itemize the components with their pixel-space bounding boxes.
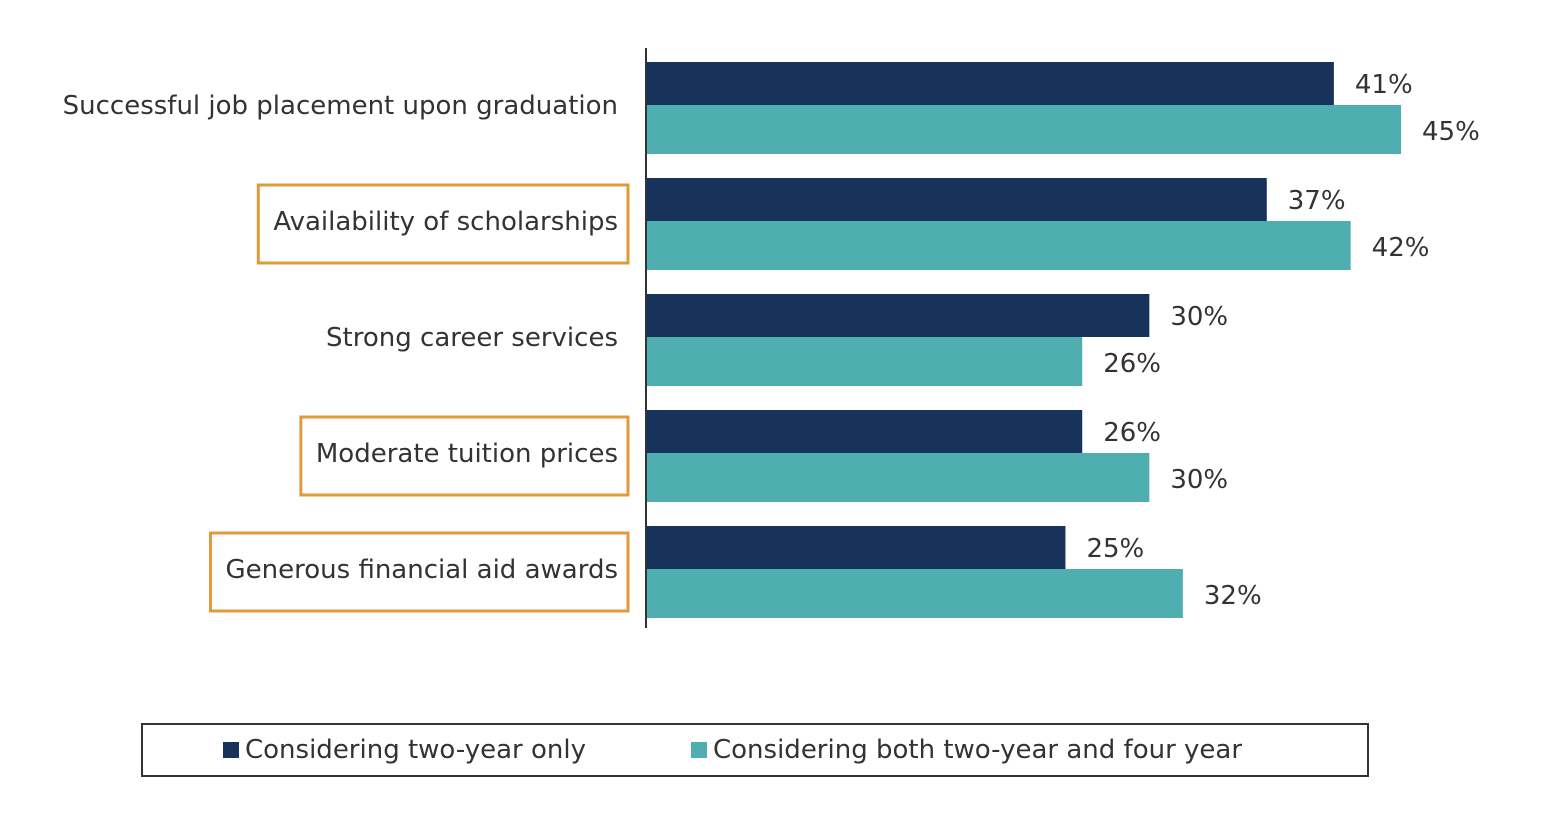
legend-item-both: Considering both two-year and four year [691, 725, 1242, 775]
category-label-moderate-tuition-prices: Moderate tuition prices [316, 439, 618, 469]
data-label-moderate-tuition-prices-series-1: 26% [1103, 418, 1161, 448]
legend-label-both: Considering both two-year and four year [713, 735, 1243, 765]
legend-item-two-year-only: Considering two-year only [223, 725, 586, 775]
bar-availability-of-scholarships-series-2 [646, 221, 1351, 270]
data-label-successful-job-placement-upon-graduation-series-1: 41% [1355, 70, 1413, 100]
bar-generous-financial-aid-awards-series-1 [646, 526, 1066, 569]
legend-swatch-both [691, 742, 707, 758]
highlight-box-availability-of-scholarships [256, 183, 630, 265]
category-label-availability-of-scholarships: Availability of scholarships [273, 207, 618, 237]
bar-moderate-tuition-prices-series-2 [646, 453, 1150, 502]
bar-strong-career-services-series-1 [646, 294, 1150, 337]
bar-generous-financial-aid-awards-series-2 [646, 569, 1183, 618]
bars-layer [646, 62, 1401, 618]
data-label-availability-of-scholarships-series-2: 42% [1372, 233, 1430, 263]
data-label-strong-career-services-series-2: 26% [1103, 349, 1161, 379]
category-label-strong-career-services: Strong career services [326, 323, 618, 353]
bar-strong-career-services-series-2 [646, 337, 1083, 386]
highlight-box-moderate-tuition-prices [299, 415, 630, 497]
category-label-successful-job-placement-upon-graduation: Successful job placement upon graduation [63, 91, 618, 121]
data-label-moderate-tuition-prices-series-2: 30% [1170, 465, 1228, 495]
legend: Considering two-year only Considering bo… [141, 723, 1369, 777]
data-label-availability-of-scholarships-series-1: 37% [1288, 186, 1346, 216]
legend-swatch-two-year-only [223, 742, 239, 758]
highlight-box-generous-financial-aid-awards [209, 531, 630, 613]
bar-successful-job-placement-upon-graduation-series-1 [646, 62, 1334, 105]
data-label-strong-career-services-series-1: 30% [1170, 302, 1228, 332]
data-label-generous-financial-aid-awards-series-1: 25% [1086, 534, 1144, 564]
bar-availability-of-scholarships-series-1 [646, 178, 1267, 221]
data-label-generous-financial-aid-awards-series-2: 32% [1204, 581, 1262, 611]
bar-moderate-tuition-prices-series-1 [646, 410, 1083, 453]
legend-label-two-year-only: Considering two-year only [245, 735, 587, 765]
highlight-layer [209, 183, 630, 613]
category-label-generous-financial-aid-awards: Generous financial aid awards [226, 555, 618, 585]
data-label-successful-job-placement-upon-graduation-series-2: 45% [1422, 117, 1480, 147]
labels-layer: 41% 45% Successful job placement upon grad… [63, 70, 1480, 611]
bar-successful-job-placement-upon-graduation-series-2 [646, 105, 1401, 154]
